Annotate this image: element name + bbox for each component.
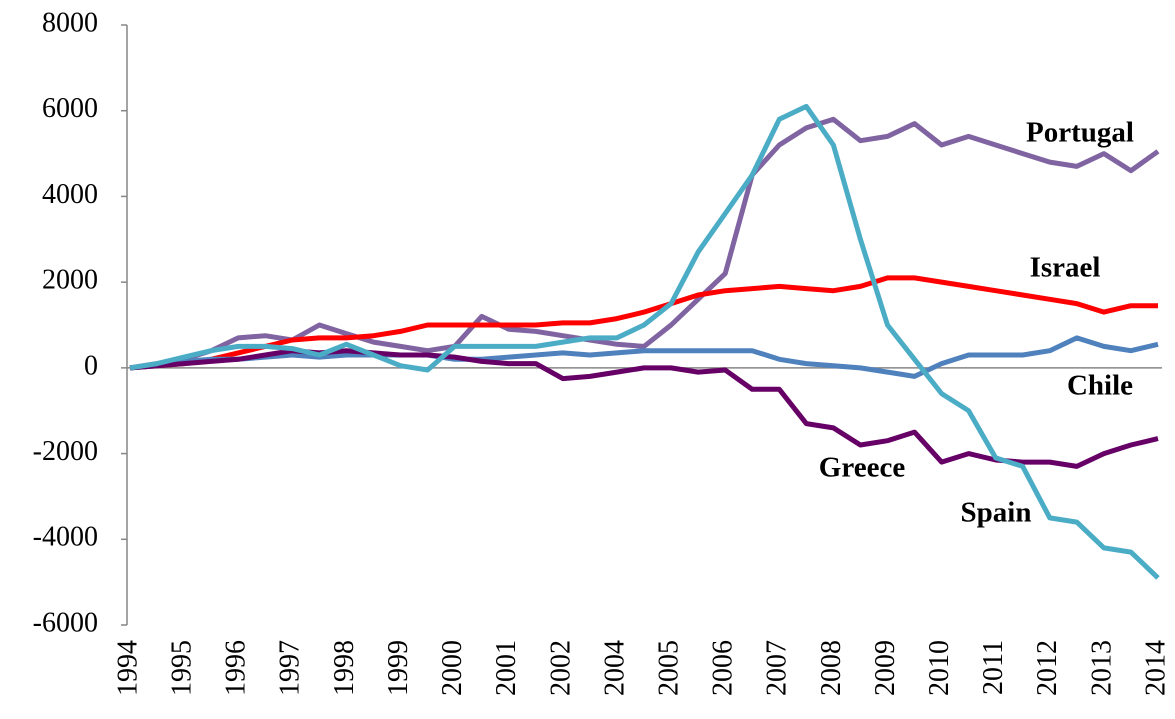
x-tick-label: 2013 bbox=[1086, 640, 1117, 696]
x-tick-label: 2004 bbox=[599, 640, 630, 696]
x-tick-label: 2000 bbox=[437, 640, 468, 696]
x-tick-label: 1998 bbox=[329, 640, 360, 696]
x-tick-label: 2001 bbox=[491, 640, 522, 696]
x-tick-label: 2009 bbox=[870, 640, 901, 696]
series-line bbox=[129, 116, 1160, 371]
x-tick-label: 2006 bbox=[708, 640, 739, 696]
y-tick-label: -6000 bbox=[33, 607, 98, 638]
x-tick-label: 2014 bbox=[1140, 640, 1171, 696]
x-tick-label: 1997 bbox=[275, 640, 306, 696]
y-tick-label: 0 bbox=[84, 350, 98, 381]
series-label: Israel bbox=[1030, 252, 1101, 284]
x-tick-label: 2007 bbox=[762, 640, 793, 696]
series-label: Greece bbox=[819, 452, 906, 484]
x-tick-label: 2010 bbox=[924, 640, 955, 696]
series-line bbox=[129, 275, 1158, 371]
x-tick-label: 1995 bbox=[167, 640, 198, 696]
y-tick-label: 2000 bbox=[42, 265, 98, 296]
series-label: Portugal bbox=[1026, 117, 1134, 149]
x-tick-label: 2012 bbox=[1032, 640, 1063, 696]
series-line bbox=[129, 335, 1159, 379]
y-tick-label: -2000 bbox=[33, 436, 98, 467]
y-tick-label: 4000 bbox=[42, 179, 98, 210]
y-tick-label: 8000 bbox=[42, 7, 98, 38]
x-tick-label: 1994 bbox=[112, 640, 143, 696]
series-label: Spain bbox=[961, 497, 1032, 529]
y-tick-label: -4000 bbox=[33, 522, 98, 553]
series-label: Chile bbox=[1067, 370, 1133, 402]
x-tick-label: 1999 bbox=[383, 640, 414, 696]
x-tick-label: 2005 bbox=[653, 640, 684, 696]
x-tick-label: 2011 bbox=[978, 640, 1009, 695]
x-tick-label: 1996 bbox=[221, 640, 252, 696]
x-tick-label: 2008 bbox=[816, 640, 847, 696]
y-tick-label: 6000 bbox=[42, 93, 98, 124]
series-line bbox=[129, 103, 1160, 580]
x-tick-label: 2002 bbox=[545, 640, 576, 696]
